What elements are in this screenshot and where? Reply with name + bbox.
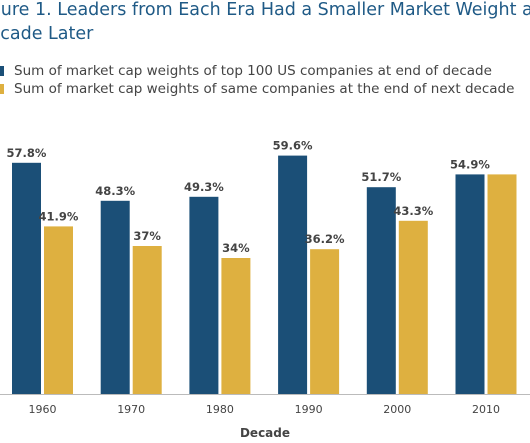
bar-1970-series-2 [132,246,162,394]
x-axis-label: Decade [239,426,291,440]
data-label-1960-series-2: 41.9% [39,209,79,223]
legend-label-series-2: Sum of market cap weights of same compan… [14,81,515,97]
chart-title: Figure 1. Leaders from Each Era Had a Sm… [0,0,530,44]
bar-1990-series-2 [310,249,340,394]
data-label-1980-series-1: 49.3% [184,180,224,194]
legend-item-series-2: Sum of market cap weights of same compan… [0,81,514,97]
x-tick-label-1960: 1960 [29,403,57,416]
bar-1980-series-2 [221,258,251,394]
data-label-1960-series-1: 57.8% [7,146,47,160]
bar-1960-series-2 [44,226,73,394]
bar-1970-series-1 [100,200,130,394]
bar-1980-series-1 [189,196,219,394]
data-label-1970-series-1: 48.3% [95,184,135,198]
data-label-1990-series-2: 36.2% [305,232,345,246]
legend-swatch-series-1 [0,66,4,76]
data-label-1970-series-2: 37% [133,229,161,243]
data-label-2010-series-1: 54.9% [450,157,490,171]
data-label-1980-series-2: 34% [222,241,250,255]
bar-2010-series-2 [487,174,517,394]
data-label-2000-series-1: 51.7% [361,170,401,184]
legend-item-series-1: Sum of market cap weights of top 100 US … [0,63,492,79]
legend-label-series-1: Sum of market cap weights of top 100 US … [14,63,492,79]
x-tick-label-2000: 2000 [383,403,411,416]
data-label-2000-series-2: 43.3% [393,204,433,218]
x-tick-label-2010: 2010 [472,403,500,416]
bar-1960-series-1 [12,162,41,394]
bar-2000-series-1 [366,187,396,394]
data-label-1990-series-1: 59.6% [273,139,313,153]
bar-2000-series-2 [398,220,428,394]
legend-swatch-series-2 [0,84,4,94]
x-tick-label-1970: 1970 [117,403,145,416]
bar-1990-series-1 [278,155,308,394]
x-tick-label-1980: 1980 [206,403,234,416]
bar-2010-series-1 [455,174,485,394]
x-tick-label-1990: 1990 [295,403,323,416]
